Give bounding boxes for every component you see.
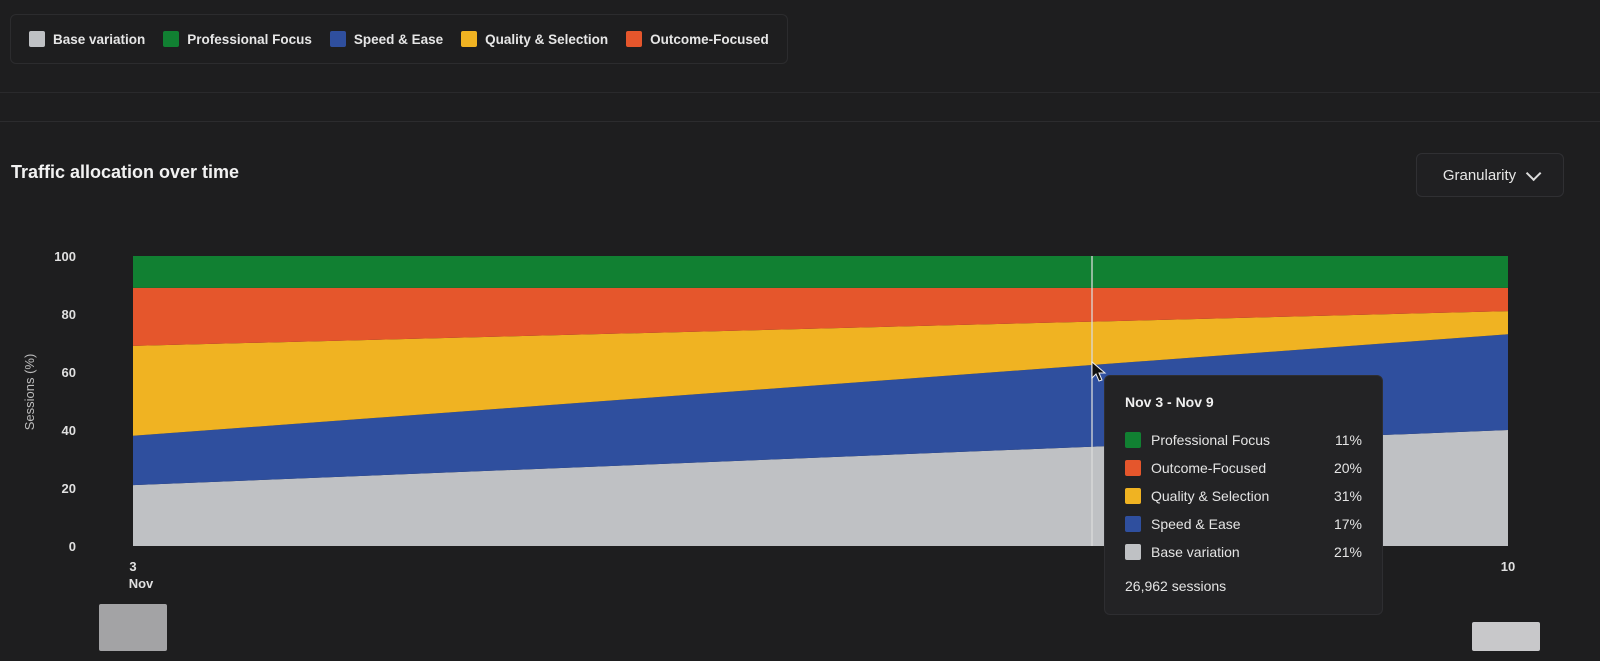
tooltip-swatch: [1125, 516, 1141, 532]
y-tick-label: 60: [62, 365, 76, 380]
x-tick-label: 3: [129, 559, 136, 574]
x-axis-ticks: 3 Nov 10: [129, 559, 1516, 591]
y-tick-label: 100: [54, 249, 76, 264]
tooltip-row-label: Quality & Selection: [1151, 488, 1270, 504]
tooltip-swatch: [1125, 460, 1141, 476]
panel-title: Traffic allocation over time: [11, 162, 240, 182]
range-handle-right[interactable]: [1472, 622, 1540, 651]
tooltip-row: Outcome-Focused 20%: [1125, 454, 1362, 482]
tooltip-row-label: Professional Focus: [1151, 432, 1271, 448]
tooltip-row-value: 31%: [1333, 488, 1362, 504]
chart-legend: Base variation Professional Focus Speed …: [10, 14, 788, 64]
tooltip-title: Nov 3 - Nov 9: [1125, 394, 1214, 410]
legend-label: Speed & Ease: [353, 31, 444, 47]
y-tick-label: 0: [69, 539, 76, 554]
y-tick-label: 40: [62, 423, 76, 438]
legend-item-quality-selection[interactable]: Quality & Selection: [461, 31, 608, 47]
tooltip-row: Speed & Ease 17%: [1125, 510, 1362, 538]
legend-item-base-variation[interactable]: Base variation: [29, 31, 145, 47]
tooltip-row-value: 21%: [1333, 544, 1362, 560]
section-divider: [0, 92, 1600, 93]
legend-item-professional-focus[interactable]: Professional Focus: [163, 31, 312, 47]
legend-item-speed-ease[interactable]: Speed & Ease: [329, 31, 444, 47]
y-tick-label: 20: [62, 481, 76, 496]
legend-label: Base variation: [53, 31, 146, 47]
y-tick-label: 80: [62, 307, 76, 322]
tooltip-footer: 26,962 sessions: [1125, 578, 1227, 594]
tooltip-row: Professional Focus 11%: [1125, 426, 1362, 454]
legend-label: Professional Focus: [187, 31, 312, 47]
y-axis-ticks: 0 20 40 60 80 100: [54, 249, 76, 554]
x-tick-sublabel: Nov: [129, 576, 154, 591]
range-handle-left[interactable]: [99, 604, 167, 651]
legend-swatch: [461, 31, 478, 47]
tooltip-row: Quality & Selection 31%: [1125, 482, 1362, 510]
y-axis-label: Sessions (%): [22, 354, 37, 431]
granularity-dropdown[interactable]: Granularity: [1416, 153, 1564, 197]
legend-label: Outcome-Focused: [650, 31, 769, 47]
cursor-icon: [1091, 360, 1107, 382]
legend-swatch: [29, 31, 45, 47]
tooltip-row-value: 17%: [1333, 516, 1362, 532]
granularity-label: Granularity: [1442, 166, 1517, 184]
legend-swatch: [329, 31, 346, 47]
x-tick-label: 10: [1501, 559, 1515, 574]
tooltip-swatch: [1125, 544, 1141, 560]
tooltip-row-value: 11%: [1335, 432, 1362, 448]
tooltip-row-label: Outcome-Focused: [1151, 460, 1267, 476]
tooltip-row-label: Base variation: [1151, 544, 1240, 560]
legend-label: Quality & Selection: [485, 31, 609, 47]
area-series-speed-ease[interactable]: [133, 334, 1508, 486]
legend-item-outcome-focused[interactable]: Outcome-Focused: [626, 31, 769, 47]
area-series-outcome-focused[interactable]: [133, 287, 1508, 346]
tooltip-row-label: Speed & Ease: [1151, 516, 1241, 532]
tooltip-row: Base variation 21%: [1125, 538, 1362, 566]
chart-panel: [0, 121, 1600, 661]
area-series-professional-focus[interactable]: [133, 256, 1508, 288]
tooltip-swatch: [1125, 488, 1141, 504]
tooltip-row-value: 20%: [1333, 460, 1362, 476]
legend-swatch: [163, 31, 180, 47]
tooltip-swatch: [1125, 432, 1141, 448]
legend-swatch: [626, 31, 643, 47]
area-series-quality-selection[interactable]: [133, 311, 1508, 436]
chart-tooltip: Nov 3 - Nov 9 Professional Focus 11% Out…: [1104, 375, 1383, 615]
